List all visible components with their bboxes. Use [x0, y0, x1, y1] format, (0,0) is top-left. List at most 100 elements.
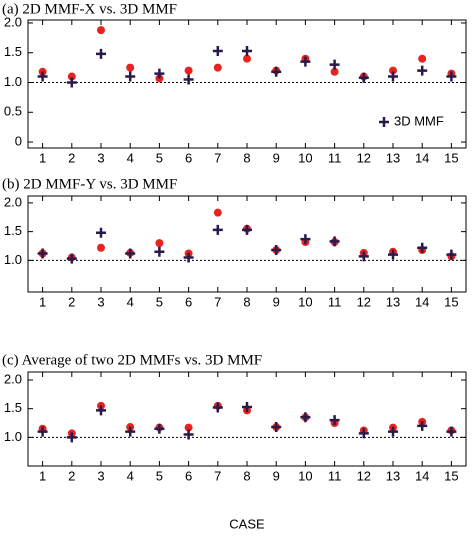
x-tick-label: 13: [386, 468, 400, 483]
x-tick-label: 2: [68, 468, 75, 483]
x-tick-label: 6: [185, 150, 192, 165]
x-tick-label: 1: [39, 468, 46, 483]
x-tick-label: 8: [243, 468, 250, 483]
x-tick-label: 14: [415, 294, 429, 309]
y-tick-label: 1.0: [4, 252, 22, 267]
y-tick-label: 2.0: [4, 194, 22, 209]
x-tick-label: 2: [68, 294, 75, 309]
plus-point: [388, 249, 398, 260]
plus-point: [271, 245, 282, 256]
plus-point: [446, 426, 457, 437]
circle-point: [213, 63, 222, 72]
x-tick-label: 12: [357, 294, 371, 309]
plus-point: [242, 224, 252, 235]
chart-title: (b) 2D MMF-Y vs. 3D MMF: [2, 176, 177, 192]
plus-point: [183, 429, 194, 440]
x-tick-label: 4: [127, 294, 134, 309]
legend-marker: [379, 117, 389, 127]
plus-point: [300, 412, 311, 423]
plot-frame: [27, 371, 467, 467]
plus-point: [37, 426, 48, 437]
x-tick-label: 14: [415, 468, 429, 483]
x-tick-label: 15: [444, 468, 458, 483]
plus-point: [183, 74, 194, 85]
y-tick-label: 1.5: [4, 223, 22, 238]
x-tick-label: 5: [156, 150, 163, 165]
x-tick-label: 11: [328, 468, 342, 483]
plot-frame: [27, 19, 467, 149]
x-tick-label: 12: [357, 150, 371, 165]
x-tick-label: 13: [386, 150, 400, 165]
plus-point: [329, 236, 340, 247]
x-tick-label: 4: [127, 468, 134, 483]
x-tick-label: 13: [386, 294, 400, 309]
x-tick-label: 8: [243, 294, 250, 309]
plus-point: [271, 422, 282, 433]
circle-point: [330, 67, 339, 76]
plus-point: [66, 77, 77, 88]
x-axis-label: CASE: [229, 516, 265, 531]
plus-point: [300, 234, 311, 245]
circle-point: [97, 243, 105, 252]
y-tick-label: 0.5: [4, 104, 22, 119]
x-tick-label: 7: [214, 468, 221, 483]
plus-point: [417, 65, 428, 76]
circle-point: [97, 26, 105, 35]
y-tick-label: 2.0: [4, 371, 22, 386]
plus-point: [242, 45, 252, 56]
x-tick-label: 9: [273, 294, 280, 309]
x-tick-label: 15: [444, 150, 458, 165]
plus-point: [66, 253, 77, 264]
plus-point: [154, 246, 165, 257]
x-tick-label: 3: [97, 468, 104, 483]
plus-point: [329, 59, 340, 70]
plus-point: [300, 56, 311, 67]
x-tick-label: 7: [214, 294, 221, 309]
x-tick-label: 1: [39, 294, 46, 309]
plus-point: [358, 72, 369, 83]
x-tick-label: 10: [298, 294, 312, 309]
circle-point: [67, 72, 76, 81]
plus-point: [417, 242, 428, 253]
plus-point: [37, 71, 48, 82]
x-tick-label: 11: [328, 150, 342, 165]
x-tick-label: 2: [68, 150, 75, 165]
y-tick-label: 1.5: [4, 400, 22, 415]
x-tick-label: 5: [156, 468, 163, 483]
y-tick-label: 1.0: [4, 74, 22, 89]
x-tick-label: 10: [298, 150, 312, 165]
plus-point: [446, 71, 457, 82]
x-tick-label: 12: [357, 468, 371, 483]
plus-point: [358, 428, 369, 439]
circle-point: [389, 66, 397, 75]
y-tick-label: 1.0: [4, 429, 22, 444]
circle-point: [184, 66, 193, 75]
plus-point: [242, 401, 252, 412]
circle-point: [126, 63, 135, 72]
legend-label: 3D MMF: [394, 113, 444, 128]
circle-point: [155, 239, 164, 248]
x-tick-label: 9: [273, 468, 280, 483]
x-tick-label: 11: [328, 294, 342, 309]
x-tick-label: 1: [39, 150, 46, 165]
circle-point: [213, 208, 222, 217]
plus-point: [212, 45, 223, 56]
x-tick-label: 4: [127, 150, 134, 165]
plus-point: [125, 71, 136, 82]
x-tick-label: 6: [185, 468, 192, 483]
x-tick-label: 15: [444, 294, 458, 309]
plot-frame: [27, 195, 467, 293]
x-tick-label: 3: [97, 150, 104, 165]
plus-point: [37, 248, 48, 259]
plus-point: [388, 71, 398, 82]
x-tick-label: 7: [214, 150, 221, 165]
x-tick-label: 6: [185, 294, 192, 309]
plus-point: [125, 426, 136, 437]
circle-point: [418, 54, 427, 63]
x-tick-label: 5: [156, 294, 163, 309]
plus-point: [417, 420, 428, 431]
x-tick-label: 14: [415, 150, 429, 165]
plus-point: [125, 248, 136, 259]
circle-point: [184, 423, 193, 432]
